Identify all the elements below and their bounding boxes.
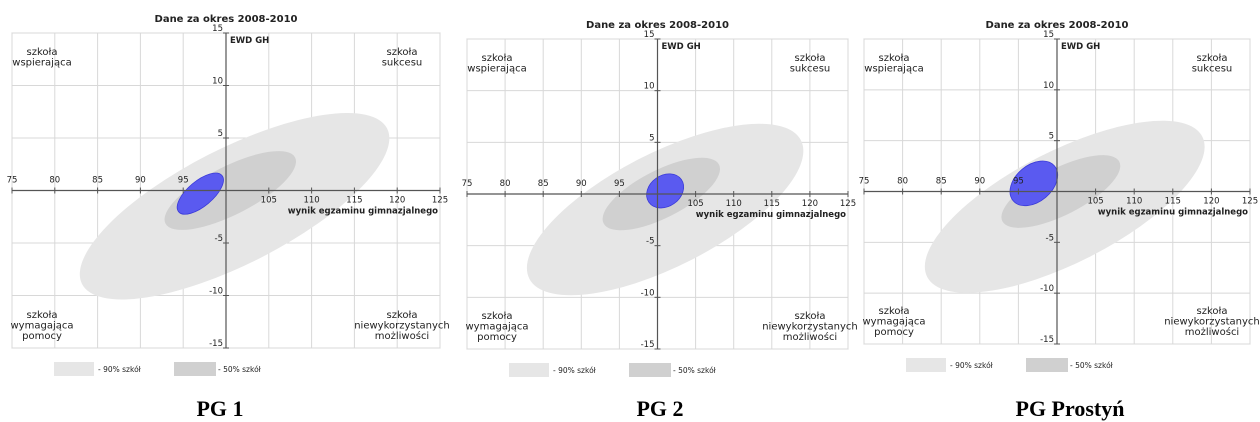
ellipse-szko-a xyxy=(176,172,224,215)
y-tick-label: 15 xyxy=(212,24,223,34)
y-axis-label: EWD GH xyxy=(230,36,269,46)
x-tick-label: 90 xyxy=(135,176,146,186)
quadrant-label-top-right: szkoła sukcesu xyxy=(1192,53,1233,75)
x-tick-label: 105 xyxy=(687,199,703,209)
y-tick-label: 10 xyxy=(212,77,223,87)
x-tick-label: 85 xyxy=(538,179,549,189)
y-tick-label: 5 xyxy=(1049,132,1054,142)
quadrant-label-bottom-right: szkoła niewykorzystanych możliwości xyxy=(354,310,450,342)
quadrant-label-top-left: szkoła wspierająca xyxy=(864,53,923,75)
x-tick-label: 120 xyxy=(1203,197,1219,207)
legend-label-50: - 50% szkół xyxy=(1070,361,1114,370)
chart-title: Dane za okres 2008-2010 xyxy=(586,20,729,31)
x-tick-label: 95 xyxy=(614,179,625,189)
x-tick-label: 75 xyxy=(859,177,870,187)
x-tick-label: 120 xyxy=(389,196,405,206)
ewd-chart-pg1: 75 80 85 90 95 105 110 115 120 125 -15 -10 -5 5 10 15Da… xyxy=(7,14,450,376)
quadrant-label-top-right: szkoła sukcesu xyxy=(382,47,423,69)
y-axis-label: EWD GH xyxy=(662,42,701,52)
x-tick-label: 105 xyxy=(1087,197,1103,207)
quadrant-label-bottom-right: szkoła niewykorzystanych możliwości xyxy=(762,311,858,343)
y-tick-label: -10 xyxy=(1040,284,1054,294)
x-tick-label: 90 xyxy=(576,179,587,189)
x-tick-label: 95 xyxy=(178,176,189,186)
y-tick-label: -15 xyxy=(641,340,655,350)
x-tick-label: 110 xyxy=(1126,197,1142,207)
x-tick-label: 105 xyxy=(261,196,277,206)
y-tick-label: -10 xyxy=(641,288,655,298)
chart-title: Dane za okres 2008-2010 xyxy=(155,14,298,25)
x-tick-label: 85 xyxy=(936,177,947,187)
quadrant-label-bottom-left: szkoła wymagająca pomocy xyxy=(466,311,529,343)
legend-label-90: - 90% szkół xyxy=(950,361,994,370)
legend-swatch-50 xyxy=(1026,358,1068,372)
chart-panel-pg-prostyn: 75 80 85 90 95 105 110 115 120 125 -15 -10 -5 5 10 15 Da… xyxy=(850,20,1260,372)
chart-title: Dane za okres 2008-2010 xyxy=(986,20,1129,31)
x-tick-label: 110 xyxy=(726,199,742,209)
x-tick-label: 115 xyxy=(346,196,362,206)
y-tick-label: -15 xyxy=(1040,335,1054,345)
x-tick-label: 115 xyxy=(1165,197,1181,207)
y-tick-label: 5 xyxy=(649,133,654,143)
y-tick-label: -5 xyxy=(215,234,223,244)
legend-swatch-90 xyxy=(509,363,549,377)
x-tick-label: 125 xyxy=(840,199,856,209)
x-tick-label: 115 xyxy=(764,199,780,209)
legend-label-90: - 90% szkół xyxy=(553,366,597,375)
x-axis-label: wynik egzaminu gimnazjalnego xyxy=(1098,208,1248,218)
y-axis-label: EWD GH xyxy=(1061,42,1100,52)
x-axis-label: wynik egzaminu gimnazjalnego xyxy=(288,207,438,217)
x-tick-label: 85 xyxy=(92,176,103,186)
x-tick-label: 95 xyxy=(1013,177,1024,187)
x-tick-label: 120 xyxy=(802,199,818,209)
x-tick-label: 75 xyxy=(7,176,18,186)
legend-label-50: - 50% szkół xyxy=(218,365,262,374)
quadrant-label-bottom-left: szkoła wymagająca pomocy xyxy=(11,310,74,342)
quadrant-label-bottom-left: szkoła wymagająca pomocy xyxy=(863,306,926,338)
panel-title-pg-prostyn: PG Prostyń xyxy=(1015,396,1125,421)
ewd-chart-pg2: 75 80 85 90 95 105 110 115 120 125 -15 -10 -5 5 10 15Da… xyxy=(462,20,858,377)
y-tick-label: -5 xyxy=(646,237,654,247)
quadrant-label-top-right: szkoła sukcesu xyxy=(790,53,831,75)
x-tick-label: 75 xyxy=(462,179,473,189)
legend-swatch-90 xyxy=(906,358,946,372)
y-tick-label: 15 xyxy=(1043,30,1054,40)
legend-swatch-50 xyxy=(174,362,216,376)
legend-label-90: - 90% szkół xyxy=(98,365,142,374)
panel-title-pg1: PG 1 xyxy=(196,396,244,421)
y-tick-label: -10 xyxy=(209,287,223,297)
y-tick-label: -15 xyxy=(209,339,223,349)
x-tick-label: 80 xyxy=(897,177,908,187)
x-tick-label: 80 xyxy=(500,179,511,189)
y-tick-label: -5 xyxy=(1046,233,1054,243)
ellipse-szko-a xyxy=(1009,160,1059,207)
x-tick-label: 80 xyxy=(49,176,60,186)
x-tick-label: 125 xyxy=(1242,197,1258,207)
ellipse-szko-a xyxy=(646,173,685,209)
x-tick-label: 125 xyxy=(432,196,448,206)
ewd-chart-pg-prostyn: 75 80 85 90 95 105 110 115 120 125 -15 -10 -5 5 10 15Da… xyxy=(859,20,1260,372)
legend-swatch-90 xyxy=(54,362,94,376)
y-tick-label: 15 xyxy=(644,30,655,40)
quadrant-label-top-left: szkoła wspierająca xyxy=(12,47,71,69)
x-tick-label: 110 xyxy=(303,196,319,206)
x-axis-label: wynik egzaminu gimnazjalnego xyxy=(696,210,846,220)
legend-swatch-50 xyxy=(629,363,671,377)
chart-panel-pg1: 75 80 85 90 95 105 110 115 120 125 -15 -10 -5 5 10 15 Da… xyxy=(0,8,450,376)
y-tick-label: 5 xyxy=(218,129,223,139)
y-tick-label: 10 xyxy=(1043,81,1054,91)
quadrant-label-bottom-right: szkoła niewykorzystanych możliwości xyxy=(1164,306,1260,338)
legend-label-50: - 50% szkół xyxy=(673,366,717,375)
x-tick-label: 90 xyxy=(974,177,985,187)
quadrant-label-top-left: szkoła wspierająca xyxy=(467,53,526,75)
chart-panel-pg2: 75 80 85 90 95 105 110 115 120 125 -15 -10 -5 5 10 15 Da… xyxy=(450,15,870,377)
y-tick-label: 10 xyxy=(644,82,655,92)
panel-title-pg2: PG 2 xyxy=(636,396,684,421)
